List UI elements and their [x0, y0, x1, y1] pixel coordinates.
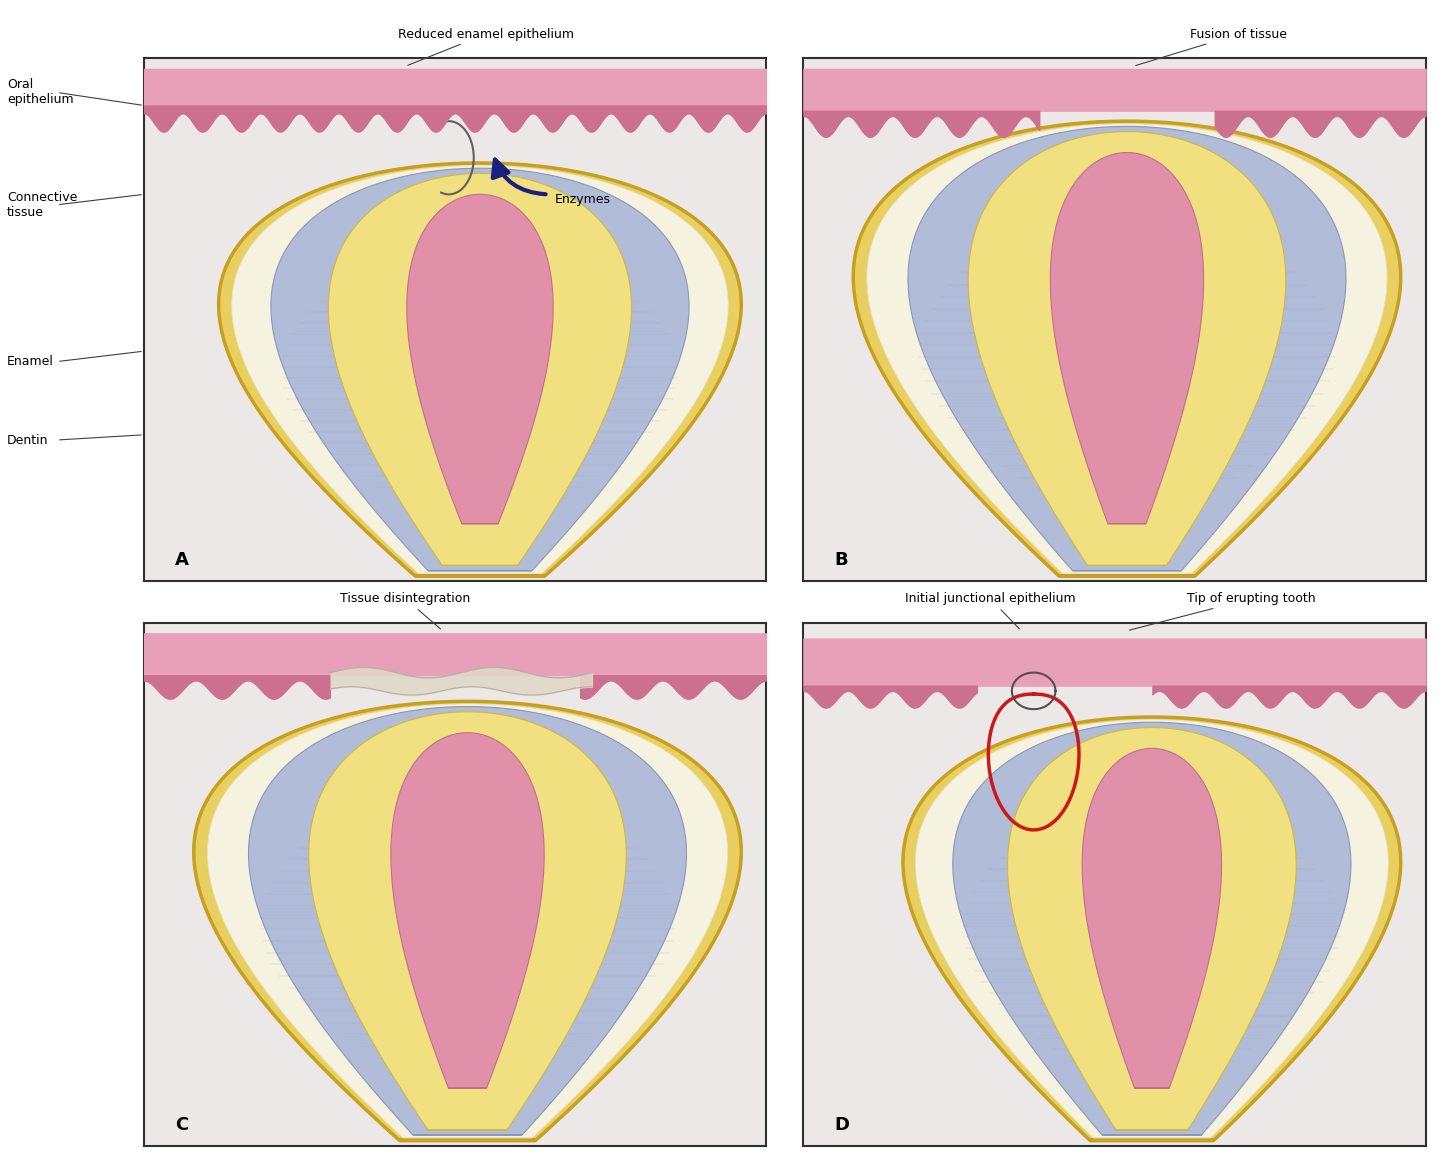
Polygon shape — [406, 194, 553, 524]
Polygon shape — [909, 126, 1346, 570]
Text: B: B — [835, 552, 848, 569]
Polygon shape — [1008, 727, 1296, 1130]
Polygon shape — [219, 162, 742, 576]
Polygon shape — [194, 701, 742, 1141]
Polygon shape — [968, 132, 1286, 566]
Polygon shape — [271, 168, 688, 570]
Polygon shape — [232, 166, 729, 573]
Polygon shape — [1050, 152, 1204, 524]
Text: C: C — [176, 1116, 189, 1134]
Text: Fusion of tissue: Fusion of tissue — [1136, 28, 1287, 65]
Text: Tissue disintegration: Tissue disintegration — [340, 592, 471, 629]
Text: Tip of erupting tooth: Tip of erupting tooth — [1129, 592, 1316, 630]
Polygon shape — [249, 706, 687, 1135]
Text: A: A — [176, 552, 189, 569]
Polygon shape — [308, 712, 626, 1130]
Text: Connective
tissue: Connective tissue — [7, 191, 78, 219]
Polygon shape — [953, 722, 1351, 1135]
Polygon shape — [1083, 748, 1221, 1088]
Text: Oral
epithelium: Oral epithelium — [7, 78, 73, 106]
Polygon shape — [916, 720, 1388, 1137]
Text: Enamel: Enamel — [7, 355, 55, 368]
Polygon shape — [390, 733, 544, 1088]
Text: Reduced enamel epithelium: Reduced enamel epithelium — [399, 28, 575, 65]
Polygon shape — [854, 122, 1401, 576]
Polygon shape — [867, 124, 1387, 573]
Text: Dentin: Dentin — [7, 434, 49, 447]
Text: Enzymes: Enzymes — [554, 193, 611, 206]
Text: D: D — [835, 1116, 850, 1134]
Polygon shape — [903, 717, 1401, 1141]
Polygon shape — [207, 704, 727, 1137]
Text: Initial junctional epithelium: Initial junctional epithelium — [904, 592, 1076, 629]
Polygon shape — [328, 173, 632, 566]
